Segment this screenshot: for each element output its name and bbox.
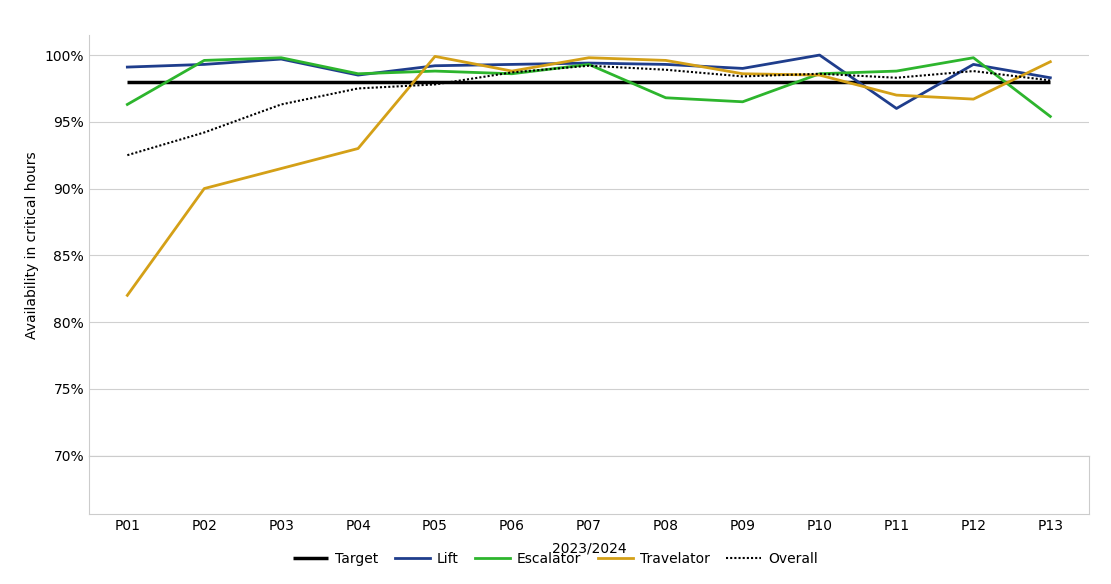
Target (121, 78, 134, 85)
Travelator (274, 165, 288, 172)
Overall (967, 68, 980, 75)
Overall (659, 66, 672, 73)
Escalator (659, 94, 672, 101)
Lift (274, 55, 288, 62)
Lift (198, 61, 211, 68)
X-axis label: 2023/2024: 2023/2024 (551, 541, 627, 555)
Travelator (582, 54, 595, 61)
Escalator (813, 70, 827, 77)
Overall (198, 129, 211, 136)
Y-axis label: Availability in critical hours: Availability in critical hours (24, 151, 39, 339)
Travelator (735, 70, 749, 77)
Escalator (1043, 113, 1057, 120)
Target (506, 78, 519, 85)
Line: Overall: Overall (128, 66, 1050, 155)
Lift (735, 65, 749, 72)
Overall (890, 74, 903, 81)
Target (967, 78, 980, 85)
Overall (582, 62, 595, 69)
Travelator (506, 68, 519, 75)
Travelator (1043, 58, 1057, 65)
Lift (1043, 74, 1057, 81)
Overall (813, 70, 827, 77)
Target (274, 78, 288, 85)
Overall (1043, 77, 1057, 84)
Overall (274, 101, 288, 108)
Travelator (813, 72, 827, 79)
Travelator (429, 53, 442, 60)
Lift (813, 51, 827, 58)
Travelator (351, 145, 364, 152)
Escalator (967, 54, 980, 61)
Escalator (429, 68, 442, 75)
Escalator (351, 70, 364, 77)
Target (1043, 78, 1057, 85)
Target (429, 78, 442, 85)
Line: Travelator: Travelator (128, 57, 1050, 296)
Target (813, 78, 827, 85)
Travelator (121, 292, 134, 299)
Target (735, 78, 749, 85)
Lift (582, 60, 595, 67)
Escalator (506, 70, 519, 77)
Travelator (890, 92, 903, 99)
Target (351, 78, 364, 85)
Line: Escalator: Escalator (128, 58, 1050, 116)
Overall (506, 69, 519, 76)
Legend: Target, Lift, Escalator, Travelator, Overall: Target, Lift, Escalator, Travelator, Ove… (288, 546, 823, 571)
Escalator (198, 57, 211, 64)
Lift (351, 72, 364, 79)
Escalator (274, 54, 288, 61)
Overall (121, 152, 134, 159)
Lift (890, 105, 903, 112)
Overall (429, 81, 442, 88)
Line: Lift: Lift (128, 55, 1050, 109)
Lift (121, 64, 134, 71)
Escalator (121, 101, 134, 108)
Escalator (735, 98, 749, 105)
Lift (429, 62, 442, 69)
Target (198, 78, 211, 85)
Lift (967, 61, 980, 68)
Travelator (967, 96, 980, 103)
Target (890, 78, 903, 85)
Target (659, 78, 672, 85)
Overall (351, 85, 364, 92)
Escalator (582, 61, 595, 68)
Escalator (890, 68, 903, 75)
Travelator (659, 57, 672, 64)
Lift (659, 61, 672, 68)
Target (582, 78, 595, 85)
Lift (506, 61, 519, 68)
Travelator (198, 185, 211, 192)
Overall (735, 73, 749, 80)
